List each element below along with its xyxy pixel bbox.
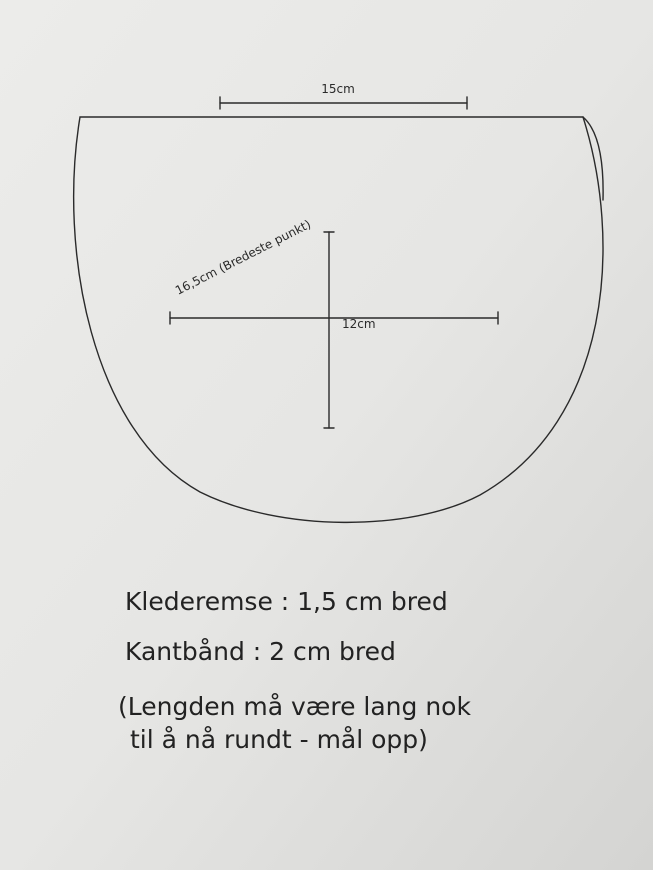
note-line: (Lengden må være lang nok [118,692,471,721]
drawing: 15cm 16,5cm (Bredeste punkt) 12cm Kleder… [0,0,653,870]
page: 15cm 16,5cm (Bredeste punkt) 12cm Kleder… [0,0,653,870]
note-line: til å nå rundt - mål opp) [130,725,428,754]
note-line: Klederemse : 1,5 cm bred [125,587,448,616]
note-line: Kantbånd : 2 cm bred [125,637,396,666]
height-label: 12cm [342,317,376,331]
top-width-label: 15cm [321,82,355,96]
